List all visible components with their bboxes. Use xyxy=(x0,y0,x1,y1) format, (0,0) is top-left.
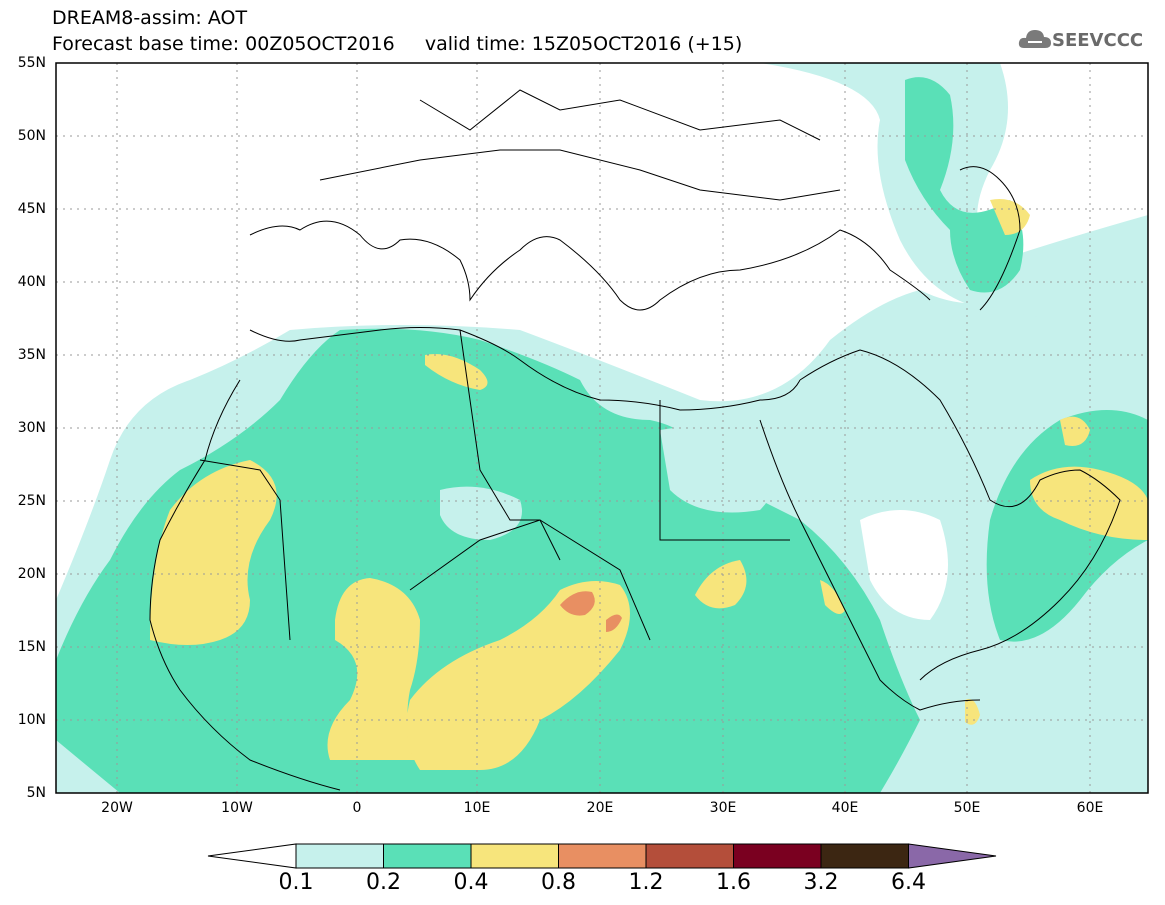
coastline-africa-west xyxy=(149,379,341,791)
aot-band-0.2-caspian xyxy=(905,77,1024,293)
lat-label-50n: 50N xyxy=(17,128,46,144)
coastline-redsea xyxy=(759,419,981,711)
lat-label-20n: 20N xyxy=(17,566,46,582)
aot-band-0.2 xyxy=(56,328,920,793)
colorbar-swatch-1.2-1.6 xyxy=(645,843,734,869)
lon-label-20w: 20W xyxy=(101,800,133,816)
colorbar-label-0.1: 0.1 xyxy=(278,870,314,895)
border-europe-interior xyxy=(319,149,841,201)
lon-label-50e: 50E xyxy=(953,800,981,816)
colorbar-label-1.6: 1.6 xyxy=(716,870,751,895)
border-niger-chad xyxy=(409,519,651,641)
seevccc-logo xyxy=(1018,24,1158,56)
aot-band-0.2-gulf xyxy=(986,410,1148,642)
border-egypt-sudan xyxy=(659,400,790,541)
aot-band-0.4-sudan xyxy=(695,560,747,609)
lat-label-40n: 40N xyxy=(17,274,46,290)
colorbar-arrow-high xyxy=(908,843,997,869)
border-algeria-libya xyxy=(459,329,561,561)
lat-label-30n: 30N xyxy=(17,420,46,436)
border-europe-north xyxy=(419,89,821,141)
aot-band-0.1-north xyxy=(760,63,1148,330)
colorbar-swatch-0.4-0.8 xyxy=(470,843,559,869)
aot-band-0.4-libya xyxy=(425,354,488,390)
aot-band-0.4-saudi xyxy=(1060,416,1090,446)
cloud-icon xyxy=(1018,30,1051,48)
lat-label-25n: 25N xyxy=(17,493,46,509)
lat-label-15n: 15N xyxy=(17,639,46,655)
coastline-arabia xyxy=(799,349,1121,681)
aot-band-0.8-chad-2 xyxy=(606,614,622,632)
colorbar-label-1.2: 1.2 xyxy=(628,870,664,895)
lon-label-30e: 30E xyxy=(709,800,737,816)
aot-clear-patch-2 xyxy=(660,426,775,513)
colorbar-label-0.2: 0.2 xyxy=(366,870,401,895)
lon-label-40e: 40E xyxy=(831,800,859,816)
lat-label-35n: 35N xyxy=(17,347,46,363)
aot-field xyxy=(56,63,1148,793)
lon-label-20e: 20E xyxy=(586,800,614,816)
aot-band-0.4-redsea xyxy=(820,580,845,614)
colorbar xyxy=(207,843,997,869)
lon-label-60e: 60E xyxy=(1076,800,1104,816)
lat-label-45n: 45N xyxy=(17,201,46,217)
lat-label-10n: 10N xyxy=(17,712,46,728)
aot-band-0.4-westsahara xyxy=(150,460,277,645)
aot-clear-patch-1 xyxy=(440,486,522,540)
aot-band-0.8-chad xyxy=(560,591,595,616)
colorbar-label-0.8: 0.8 xyxy=(541,870,576,895)
map-frame xyxy=(55,62,1149,794)
coastline-caspian xyxy=(959,166,1021,311)
forecast-time-subtitle: Forecast base time: 00Z05OCT2016 valid t… xyxy=(52,33,743,55)
logo-text: SEEVCCC xyxy=(1052,30,1144,51)
lat-label-5n: 5N xyxy=(26,785,46,801)
aot-band-0.4-niger xyxy=(406,581,630,770)
coastlines-borders xyxy=(149,89,1121,791)
colorbar-swatch-1.6-3.2 xyxy=(733,843,822,869)
colorbar-arrow-low xyxy=(207,843,297,869)
border-mali-mauritania xyxy=(199,459,291,641)
coastline-africa-north xyxy=(249,327,801,411)
map-title: DREAM8-assim: AOT xyxy=(52,7,248,29)
colorbar-label-3.2: 3.2 xyxy=(803,870,839,895)
lon-label-0: 0 xyxy=(352,800,362,816)
aot-band-0.2-redsea xyxy=(800,560,880,707)
lon-label-10w: 10W xyxy=(221,800,253,816)
colorbar-swatch-0.1-0.2 xyxy=(295,843,384,869)
colorbar-swatch-0.2-0.4 xyxy=(383,843,472,869)
aot-clear-patch-3 xyxy=(860,510,948,620)
colorbar-label-6.4: 6.4 xyxy=(891,870,926,895)
lat-label-55n: 55N xyxy=(17,55,46,71)
aot-band-0.4-somalia xyxy=(965,699,980,725)
colorbar-label-0.4: 0.4 xyxy=(453,870,489,895)
map-gridlines xyxy=(56,63,1148,793)
colorbar-swatch-0.8-1.2 xyxy=(558,843,647,869)
lon-label-10e: 10E xyxy=(463,800,491,816)
coastline-europe xyxy=(249,220,931,311)
aot-band-0.4-mali xyxy=(327,578,430,760)
colorbar-swatch-3.2-6.4 xyxy=(820,843,909,869)
aot-band-0.4-gulf xyxy=(1030,466,1148,540)
